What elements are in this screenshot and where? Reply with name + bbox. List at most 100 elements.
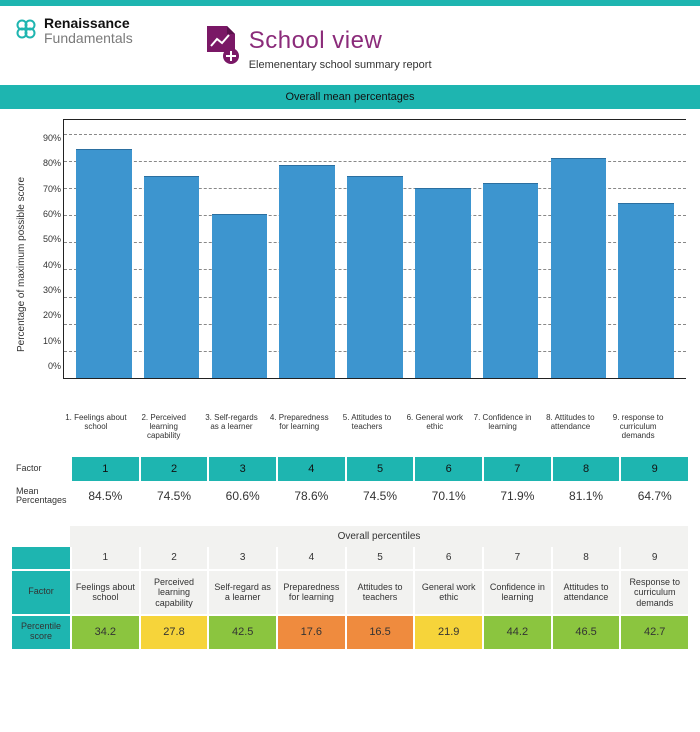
mean-header-cell: 7: [482, 457, 551, 481]
bar-slot: [409, 120, 477, 378]
percentile-col-number: 4: [276, 547, 345, 569]
percentile-score-cell: 42.5: [207, 614, 276, 649]
x-tick: 1. Feelings about school: [62, 413, 130, 441]
x-axis-ticks: 1. Feelings about school2. Perceived lea…: [14, 413, 686, 441]
percentile-score-cell: 17.6: [276, 614, 345, 649]
percentile-col-name: Feelings about school: [70, 569, 139, 614]
y-tick: 40%: [43, 260, 61, 270]
percentile-factor-label-text: Factor: [12, 569, 70, 614]
y-tick: 10%: [43, 336, 61, 346]
percentile-table: Overall percentiles 123456789 Factor Fee…: [12, 526, 688, 648]
bar: [212, 214, 268, 378]
brand-line2: Fundamentals: [44, 31, 133, 46]
percentile-score-cell: 27.8: [139, 614, 208, 649]
mean-header-cell: 9: [619, 457, 688, 481]
brand-text: Renaissance Fundamentals: [44, 16, 133, 45]
y-axis-label: Percentage of maximum possible score: [14, 139, 29, 389]
bar-slot: [544, 120, 612, 378]
x-tick: 6. General work ethic: [401, 413, 469, 441]
percentile-score-cell: 16.5: [345, 614, 414, 649]
bar-slot: [341, 120, 409, 378]
bar: [618, 203, 674, 378]
mean-header-cell: 6: [413, 457, 482, 481]
bar: [279, 165, 335, 378]
percentile-score-cell: 21.9: [413, 614, 482, 649]
title-block: School view Elemenentary school summary …: [203, 26, 432, 71]
percentile-section-title: Overall percentiles: [70, 526, 688, 547]
chart-section-title: Overall mean percentages: [0, 85, 700, 109]
mean-table-means-label: Mean Percentages: [12, 481, 70, 513]
chart-plot: [63, 119, 686, 379]
percentile-col-name: Response to curriculum demands: [619, 569, 688, 614]
mean-value-cell: 74.5%: [345, 481, 414, 513]
percentile-score-cell: 44.2: [482, 614, 551, 649]
percentile-score-cell: 34.2: [70, 614, 139, 649]
percentile-col-number: 6: [413, 547, 482, 569]
percentile-col-name: Attitudes to attendance: [551, 569, 620, 614]
mean-header-cell: 2: [139, 457, 208, 481]
x-tick: 3. Self-regards as a learner: [198, 413, 266, 441]
brand-line1: Renaissance: [44, 16, 133, 31]
bar-slot: [138, 120, 206, 378]
x-tick: 2. Perceived learning capability: [130, 413, 198, 441]
mean-header-cell: 4: [276, 457, 345, 481]
brand-block: Renaissance Fundamentals: [14, 16, 133, 45]
bar: [144, 176, 200, 378]
mean-table: Factor 123456789 Mean Percentages 84.5%7…: [12, 457, 688, 513]
percentile-col-number: 1: [70, 547, 139, 569]
bar-slot: [206, 120, 274, 378]
mean-header-cell: 5: [345, 457, 414, 481]
percentile-score-cell: 46.5: [551, 614, 620, 649]
mean-header-cell: 8: [551, 457, 620, 481]
percentile-col-number: 3: [207, 547, 276, 569]
x-tick: 7. Confidence in learning: [469, 413, 537, 441]
percentile-col-number: 2: [139, 547, 208, 569]
mean-value-cell: 81.1%: [551, 481, 620, 513]
y-tick: 30%: [43, 285, 61, 295]
percentile-col-name: General work ethic: [413, 569, 482, 614]
y-tick: 20%: [43, 310, 61, 320]
page-subtitle: Elemenentary school summary report: [249, 59, 432, 71]
bar: [76, 149, 132, 378]
x-tick: 8. Attitudes to attendance: [536, 413, 604, 441]
mean-header-cell: 1: [70, 457, 139, 481]
percentile-col-name: Self-regard as a learner: [207, 569, 276, 614]
y-tick: 80%: [43, 158, 61, 168]
y-tick: 90%: [43, 133, 61, 143]
bar: [415, 188, 471, 378]
y-tick: 70%: [43, 184, 61, 194]
bar: [551, 158, 607, 378]
mean-value-cell: 71.9%: [482, 481, 551, 513]
percentile-col-number: 7: [482, 547, 551, 569]
mean-header-cell: 3: [207, 457, 276, 481]
percentile-col-number: 8: [551, 547, 620, 569]
header: Renaissance Fundamentals School view Ele…: [0, 6, 700, 71]
x-tick: 5. Attitudes to teachers: [333, 413, 401, 441]
mean-value-cell: 64.7%: [619, 481, 688, 513]
percentile-score-label: Percentile score: [12, 614, 70, 649]
mean-table-factor-label: Factor: [12, 457, 70, 481]
percentile-col-name: Confidence in learning: [482, 569, 551, 614]
y-axis-ticks: 90%80%70%60%50%40%30%20%10%0%: [29, 119, 61, 379]
percentile-col-name: Perceived learning capability: [139, 569, 208, 614]
chart-container: Percentage of maximum possible score 90%…: [0, 109, 700, 447]
y-tick: 60%: [43, 209, 61, 219]
bar-slot: [273, 120, 341, 378]
page-title: School view: [249, 27, 432, 55]
bar: [347, 176, 403, 378]
bar-slot: [612, 120, 680, 378]
percentile-col-name: Attitudes to teachers: [345, 569, 414, 614]
x-tick: 9. response to curriculum demands: [604, 413, 672, 441]
percentile-factor-label: [12, 547, 70, 569]
mean-value-cell: 78.6%: [276, 481, 345, 513]
mean-value-cell: 84.5%: [70, 481, 139, 513]
percentile-col-number: 5: [345, 547, 414, 569]
percentile-score-cell: 42.7: [619, 614, 688, 649]
y-tick: 0%: [48, 361, 61, 371]
bar: [483, 183, 539, 378]
bar-slot: [477, 120, 545, 378]
bar-slot: [70, 120, 138, 378]
mean-value-cell: 74.5%: [139, 481, 208, 513]
x-tick: 4. Preparedness for learning: [265, 413, 333, 441]
brand-icon: [14, 17, 38, 44]
